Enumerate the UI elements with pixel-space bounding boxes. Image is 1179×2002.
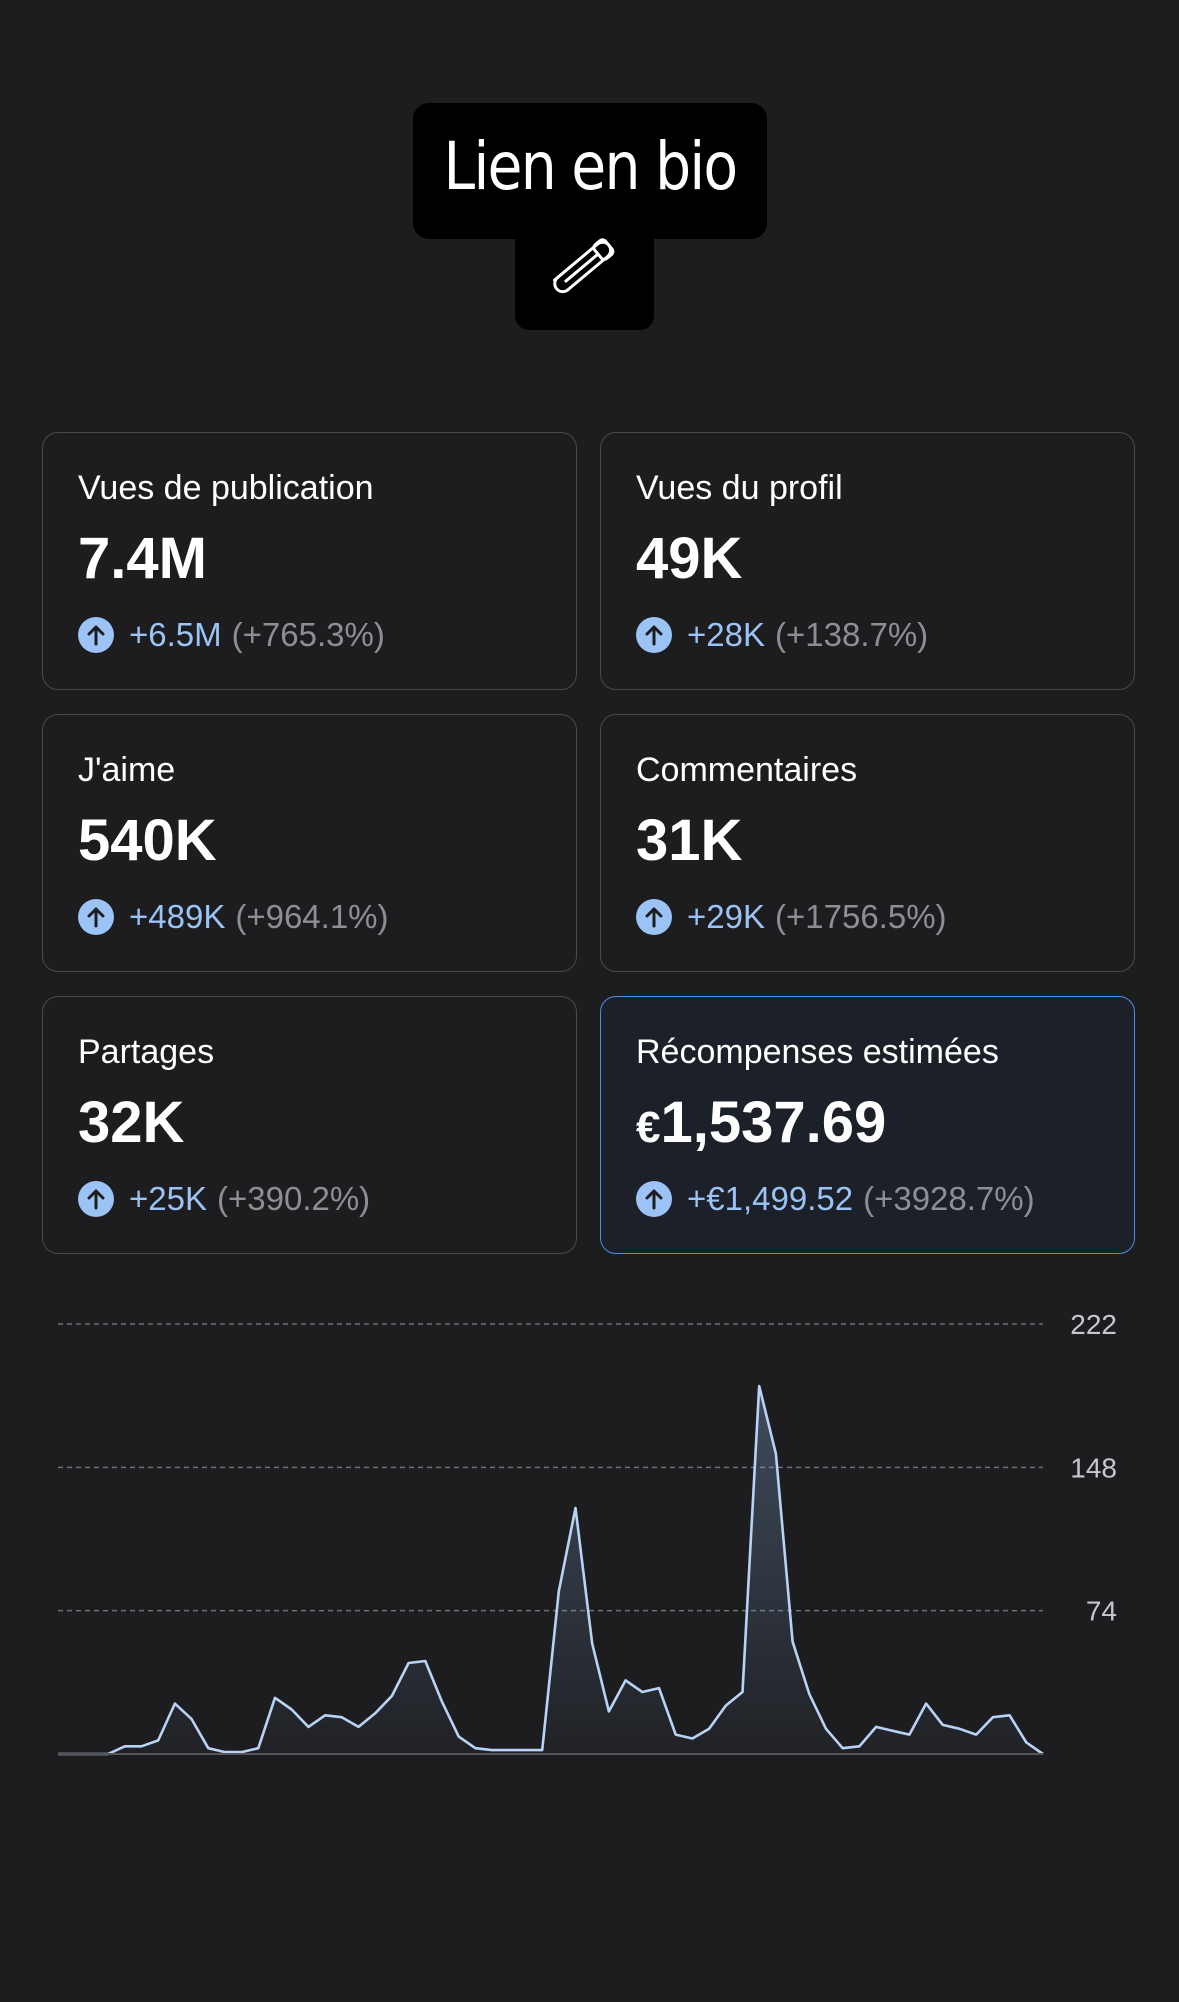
arrow-up-icon bbox=[78, 899, 114, 935]
delta-percent: (+1756.5%) bbox=[775, 898, 947, 935]
arrow-up-icon bbox=[636, 899, 672, 935]
currency-symbol: € bbox=[636, 1103, 661, 1152]
card-delta: +25K (+390.2%) bbox=[78, 1180, 370, 1218]
card-shares[interactable]: Partages 32K +25K (+390.2%) bbox=[42, 996, 577, 1254]
chart-line bbox=[58, 1384, 1044, 1756]
chart-area-fill bbox=[58, 1386, 1043, 1754]
arrow-up-icon bbox=[636, 617, 672, 653]
card-label: Vues du profil bbox=[636, 469, 843, 507]
delta-percent: (+390.2%) bbox=[217, 1180, 371, 1217]
card-delta: +29K (+1756.5%) bbox=[636, 898, 947, 936]
arrow-up-icon bbox=[636, 1181, 672, 1217]
card-label: Vues de publication bbox=[78, 469, 374, 507]
delta-absolute: +6.5M bbox=[129, 616, 222, 653]
delta-absolute: +28K bbox=[687, 616, 765, 653]
story-sticker bbox=[413, 103, 767, 239]
card-value: €1,537.69 bbox=[636, 1089, 886, 1156]
delta-percent: (+964.1%) bbox=[235, 898, 389, 935]
card-delta: +€1,499.52 (+3928.7%) bbox=[636, 1180, 1035, 1218]
card-delta: +489K (+964.1%) bbox=[78, 898, 389, 936]
sticker-text: Lien en bio bbox=[443, 128, 739, 205]
delta-percent: (+138.7%) bbox=[775, 616, 929, 653]
delta-percent: (+3928.7%) bbox=[863, 1180, 1035, 1217]
card-label: Commentaires bbox=[636, 751, 858, 789]
y-tick-label: 74 bbox=[1086, 1596, 1117, 1627]
card-likes[interactable]: J'aime 540K +489K (+964.1%) bbox=[42, 714, 577, 972]
safety-pin-icon bbox=[553, 238, 615, 294]
delta-absolute: +489K bbox=[129, 898, 226, 935]
card-value: 31K bbox=[636, 808, 743, 873]
value-amount: 1,537.69 bbox=[660, 1090, 887, 1155]
delta-absolute: +25K bbox=[129, 1180, 207, 1217]
rewards-chart: 74 148 222 bbox=[58, 1309, 1117, 1756]
y-tick-label: 222 bbox=[1070, 1309, 1117, 1340]
card-delta: +6.5M (+765.3%) bbox=[78, 616, 385, 654]
card-post-views[interactable]: Vues de publication 7.4M +6.5M (+765.3%) bbox=[42, 432, 577, 690]
card-label: Partages bbox=[78, 1033, 215, 1071]
delta-percent: (+765.3%) bbox=[231, 616, 385, 653]
y-tick-label: 148 bbox=[1070, 1452, 1117, 1483]
arrow-up-icon bbox=[78, 1181, 114, 1217]
card-profile-views[interactable]: Vues du profil 49K +28K (+138.7%) bbox=[600, 432, 1135, 690]
card-label: J'aime bbox=[78, 751, 176, 789]
card-value: 540K bbox=[78, 808, 217, 873]
card-estimated-rewards[interactable]: Récompenses estimées €1,537.69 +€1,499.5… bbox=[600, 996, 1135, 1254]
card-comments[interactable]: Commentaires 31K +29K (+1756.5%) bbox=[600, 714, 1135, 972]
arrow-up-icon bbox=[78, 617, 114, 653]
card-value: 49K bbox=[636, 526, 743, 591]
card-value: 32K bbox=[78, 1090, 185, 1155]
delta-absolute: +29K bbox=[687, 898, 765, 935]
delta-absolute: +€1,499.52 bbox=[687, 1180, 854, 1217]
card-label: Récompenses estimées bbox=[636, 1033, 999, 1071]
card-value: 7.4M bbox=[78, 526, 207, 591]
card-delta: +28K (+138.7%) bbox=[636, 616, 928, 654]
